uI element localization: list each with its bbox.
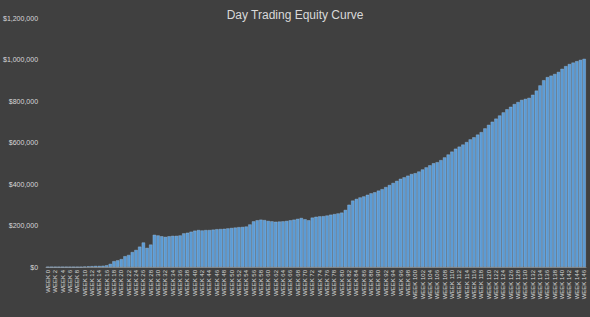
svg-text:WEEK 90: WEEK 90	[375, 269, 381, 296]
svg-text:WEEK 18: WEEK 18	[111, 269, 117, 296]
svg-text:WEEK 66: WEEK 66	[287, 269, 293, 296]
svg-text:WEEK 6: WEEK 6	[67, 269, 73, 292]
svg-text:Day Trading Equity Curve: Day Trading Equity Curve	[227, 8, 364, 22]
svg-text:WEEK 42: WEEK 42	[199, 269, 205, 296]
svg-text:WEEK 32: WEEK 32	[162, 269, 168, 296]
svg-text:WEEK 108: WEEK 108	[442, 269, 448, 299]
svg-text:WEEK 82: WEEK 82	[346, 269, 352, 296]
svg-text:WEEK 28: WEEK 28	[148, 269, 154, 296]
svg-text:WEEK 40: WEEK 40	[192, 269, 198, 296]
svg-text:WEEK 72: WEEK 72	[309, 269, 315, 296]
svg-text:WEEK 136: WEEK 136	[544, 269, 550, 299]
svg-text:$0: $0	[30, 264, 38, 271]
svg-text:WEEK 48: WEEK 48	[221, 269, 227, 296]
svg-text:WEEK 76: WEEK 76	[324, 269, 330, 296]
svg-text:$800,000: $800,000	[9, 98, 38, 105]
svg-text:WEEK 44: WEEK 44	[206, 269, 212, 296]
svg-text:WEEK 12: WEEK 12	[89, 269, 95, 296]
svg-text:WEEK 134: WEEK 134	[537, 269, 543, 299]
svg-text:WEEK 10: WEEK 10	[82, 269, 88, 296]
svg-text:WEEK 50: WEEK 50	[229, 269, 235, 296]
svg-text:WEEK 94: WEEK 94	[390, 269, 396, 296]
svg-text:WEEK 46: WEEK 46	[214, 269, 220, 296]
svg-text:WEEK 132: WEEK 132	[530, 269, 536, 299]
svg-text:WEEK 38: WEEK 38	[184, 269, 190, 296]
svg-text:WEEK 92: WEEK 92	[383, 269, 389, 296]
svg-text:WEEK 130: WEEK 130	[522, 269, 528, 299]
svg-text:WEEK 14: WEEK 14	[96, 269, 102, 296]
svg-text:WEEK 0: WEEK 0	[45, 269, 51, 292]
svg-text:WEEK 122: WEEK 122	[493, 269, 499, 299]
svg-text:WEEK 24: WEEK 24	[133, 269, 139, 296]
svg-text:WEEK 118: WEEK 118	[478, 269, 484, 299]
svg-text:WEEK 146: WEEK 146	[581, 269, 587, 299]
svg-text:WEEK 68: WEEK 68	[295, 269, 301, 296]
svg-text:WEEK 62: WEEK 62	[273, 269, 279, 296]
svg-text:WEEK 70: WEEK 70	[302, 269, 308, 296]
svg-text:WEEK 54: WEEK 54	[243, 269, 249, 296]
svg-text:WEEK 138: WEEK 138	[552, 269, 558, 299]
svg-text:WEEK 80: WEEK 80	[339, 269, 345, 296]
svg-text:WEEK 126: WEEK 126	[508, 269, 514, 299]
svg-text:$600,000: $600,000	[9, 139, 38, 146]
svg-text:WEEK 144: WEEK 144	[574, 269, 580, 299]
svg-text:WEEK 120: WEEK 120	[486, 269, 492, 299]
svg-text:WEEK 88: WEEK 88	[368, 269, 374, 296]
svg-text:WEEK 96: WEEK 96	[398, 269, 404, 296]
svg-text:WEEK 114: WEEK 114	[464, 269, 470, 299]
svg-text:WEEK 60: WEEK 60	[265, 269, 271, 296]
svg-text:WEEK 4: WEEK 4	[60, 269, 66, 292]
svg-text:WEEK 74: WEEK 74	[317, 269, 323, 296]
svg-text:WEEK 2: WEEK 2	[52, 269, 58, 292]
svg-text:WEEK 140: WEEK 140	[559, 269, 565, 299]
svg-text:WEEK 98: WEEK 98	[405, 269, 411, 296]
svg-text:WEEK 78: WEEK 78	[331, 269, 337, 296]
svg-text:WEEK 64: WEEK 64	[280, 269, 286, 296]
svg-text:WEEK 56: WEEK 56	[251, 269, 257, 296]
svg-text:WEEK 102: WEEK 102	[420, 269, 426, 299]
svg-text:WEEK 26: WEEK 26	[140, 269, 146, 296]
svg-text:WEEK 124: WEEK 124	[500, 269, 506, 299]
svg-text:WEEK 58: WEEK 58	[258, 269, 264, 296]
svg-text:WEEK 128: WEEK 128	[515, 269, 521, 299]
svg-text:WEEK 86: WEEK 86	[361, 269, 367, 296]
svg-text:WEEK 30: WEEK 30	[155, 269, 161, 296]
svg-text:$400,000: $400,000	[9, 181, 38, 188]
svg-text:$200,000: $200,000	[9, 222, 38, 229]
svg-text:WEEK 34: WEEK 34	[170, 269, 176, 296]
svg-text:WEEK 142: WEEK 142	[566, 269, 572, 299]
svg-text:WEEK 22: WEEK 22	[126, 269, 132, 296]
svg-text:WEEK 112: WEEK 112	[456, 269, 462, 299]
svg-text:$1,200,000: $1,200,000	[3, 15, 38, 22]
svg-text:$1,000,000: $1,000,000	[3, 56, 38, 63]
svg-text:WEEK 104: WEEK 104	[427, 269, 433, 299]
svg-text:WEEK 20: WEEK 20	[118, 269, 124, 296]
svg-text:WEEK 8: WEEK 8	[74, 269, 80, 292]
svg-text:WEEK 84: WEEK 84	[353, 269, 359, 296]
svg-text:WEEK 116: WEEK 116	[471, 269, 477, 299]
svg-text:WEEK 106: WEEK 106	[434, 269, 440, 299]
svg-text:WEEK 16: WEEK 16	[104, 269, 110, 296]
svg-text:WEEK 100: WEEK 100	[412, 269, 418, 299]
svg-text:WEEK 52: WEEK 52	[236, 269, 242, 296]
svg-text:WEEK 110: WEEK 110	[449, 269, 455, 299]
svg-text:WEEK 36: WEEK 36	[177, 269, 183, 296]
